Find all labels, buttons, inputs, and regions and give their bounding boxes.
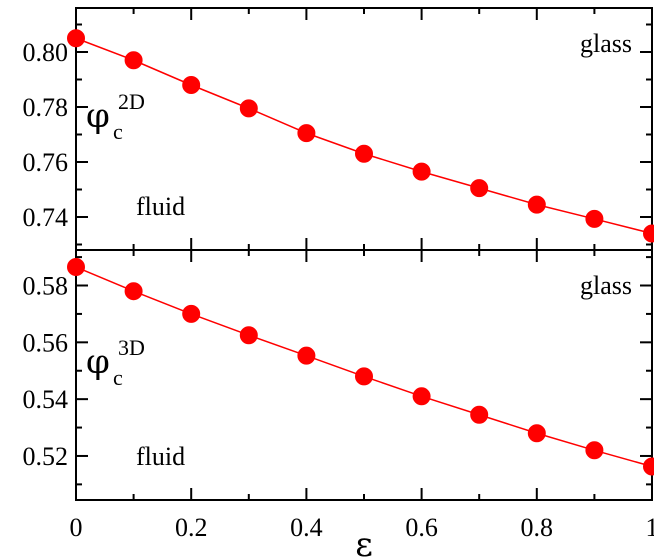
annotation-fluid: fluid xyxy=(136,192,185,221)
data-point xyxy=(124,282,143,301)
annotation-glass: glass xyxy=(580,29,632,58)
y-axis-label-subscript: c xyxy=(113,365,123,390)
y-tick-label: 0.74 xyxy=(23,203,69,232)
x-axis-label-group: ε xyxy=(355,525,373,560)
y-axis-label-subscript: c xyxy=(113,119,123,144)
x-tick-label: 1 xyxy=(646,513,654,542)
data-point xyxy=(239,99,258,118)
y-tick-label: 0.76 xyxy=(23,148,69,177)
data-point xyxy=(585,209,604,228)
data-point xyxy=(355,367,373,386)
x-tick-label: 0.2 xyxy=(175,513,208,542)
y-tick-label: 0.78 xyxy=(23,93,69,122)
data-point xyxy=(297,346,316,365)
data-point xyxy=(355,144,373,163)
data-point xyxy=(527,424,546,443)
data-point xyxy=(470,179,489,198)
y-tick-label: 0.56 xyxy=(23,328,69,357)
data-point xyxy=(412,387,431,406)
y-axis-label-superscript: 3D xyxy=(118,335,145,360)
data-point xyxy=(585,441,604,460)
data-point xyxy=(643,457,654,476)
data-point xyxy=(239,326,258,345)
x-tick-label: 0.4 xyxy=(290,513,323,542)
annotation-fluid: fluid xyxy=(136,442,185,471)
data-point xyxy=(67,258,85,277)
data-point xyxy=(470,405,489,424)
data-point xyxy=(182,304,201,323)
x-axis-label: ε xyxy=(355,525,373,560)
y-axis-label: φ xyxy=(86,342,110,382)
y-tick-label: 0.80 xyxy=(23,38,69,67)
x-tick-label: 0 xyxy=(70,513,83,542)
y-tick-label: 0.52 xyxy=(23,442,69,471)
data-point xyxy=(412,162,431,181)
data-point xyxy=(67,29,85,48)
data-point xyxy=(527,195,546,214)
panel-bottom-3d: 0.52 0.54 0.56 0.58 0 0.2 0.4 0.6 0.8 1 φ 3D c glass f… xyxy=(23,249,654,542)
data-point xyxy=(182,76,201,94)
panel-top-2d: 0.74 0.76 0.78 0.80 φ 2D c glass fluid xyxy=(23,7,654,251)
data-point xyxy=(124,51,143,70)
y-tick-label: 0.58 xyxy=(23,272,69,301)
y-tick-label: 0.54 xyxy=(23,385,69,414)
y-axis-label: φ xyxy=(86,96,110,136)
x-tick-label: 0.8 xyxy=(521,513,554,542)
data-point xyxy=(297,124,316,143)
annotation-glass: glass xyxy=(580,271,632,300)
y-axis-label-superscript: 2D xyxy=(118,89,145,114)
x-tick-label: 0.6 xyxy=(405,513,438,542)
data-point xyxy=(643,224,654,243)
series-line xyxy=(75,266,653,468)
